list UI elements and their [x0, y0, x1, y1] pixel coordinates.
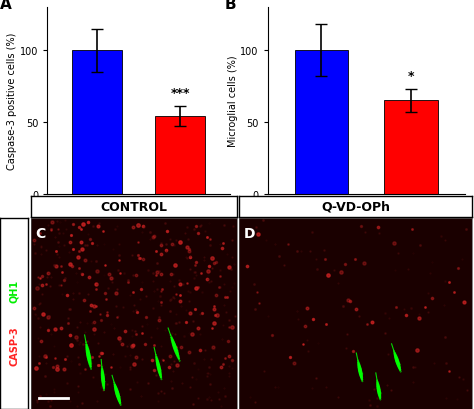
Ellipse shape	[156, 362, 159, 366]
Ellipse shape	[86, 346, 88, 349]
Ellipse shape	[86, 350, 89, 354]
Ellipse shape	[172, 341, 174, 344]
Ellipse shape	[115, 387, 117, 391]
Ellipse shape	[172, 339, 173, 342]
Ellipse shape	[173, 345, 176, 349]
Ellipse shape	[157, 366, 160, 370]
Ellipse shape	[118, 397, 120, 400]
Ellipse shape	[160, 376, 162, 378]
Ellipse shape	[358, 365, 360, 368]
Ellipse shape	[160, 374, 161, 376]
Ellipse shape	[87, 355, 91, 359]
Ellipse shape	[174, 347, 177, 351]
Ellipse shape	[101, 372, 103, 375]
Ellipse shape	[378, 393, 381, 396]
Ellipse shape	[156, 360, 158, 363]
Ellipse shape	[359, 370, 362, 374]
Ellipse shape	[359, 372, 362, 375]
Ellipse shape	[159, 371, 161, 374]
Ellipse shape	[177, 355, 179, 357]
Text: B: B	[225, 0, 236, 12]
Text: CONTROL: CONTROL	[100, 200, 167, 213]
Ellipse shape	[117, 395, 119, 399]
Text: Q-VD-OPh: Q-VD-OPh	[321, 200, 390, 213]
Ellipse shape	[358, 362, 359, 363]
Ellipse shape	[358, 366, 361, 370]
Text: D: D	[244, 227, 255, 240]
Ellipse shape	[119, 402, 120, 404]
Ellipse shape	[178, 358, 179, 359]
Ellipse shape	[377, 387, 380, 391]
Ellipse shape	[379, 395, 381, 397]
Ellipse shape	[116, 393, 119, 397]
Ellipse shape	[156, 358, 158, 361]
Ellipse shape	[102, 378, 104, 382]
Ellipse shape	[101, 370, 103, 373]
Ellipse shape	[114, 384, 115, 386]
Ellipse shape	[377, 384, 379, 387]
Ellipse shape	[156, 357, 157, 358]
Ellipse shape	[396, 359, 399, 362]
Ellipse shape	[377, 382, 378, 383]
Ellipse shape	[394, 353, 395, 354]
Ellipse shape	[86, 344, 87, 346]
Ellipse shape	[358, 363, 360, 366]
Ellipse shape	[380, 397, 381, 398]
Ellipse shape	[116, 391, 118, 395]
Ellipse shape	[359, 368, 361, 372]
Ellipse shape	[378, 391, 380, 394]
Ellipse shape	[101, 369, 102, 370]
Ellipse shape	[400, 369, 401, 371]
Ellipse shape	[115, 386, 116, 388]
Ellipse shape	[115, 389, 118, 393]
Bar	[155, 117, 205, 194]
Ellipse shape	[395, 357, 398, 360]
Text: A: A	[0, 0, 12, 12]
Text: *: *	[408, 70, 414, 83]
Text: /: /	[9, 309, 19, 319]
Bar	[384, 101, 438, 194]
Ellipse shape	[397, 362, 400, 366]
Ellipse shape	[87, 352, 90, 357]
Text: QH1: QH1	[9, 279, 19, 303]
Text: CASP-3: CASP-3	[9, 325, 19, 365]
Ellipse shape	[88, 357, 91, 362]
Bar	[295, 51, 348, 194]
Ellipse shape	[101, 374, 104, 378]
Ellipse shape	[361, 376, 363, 379]
Ellipse shape	[394, 354, 396, 356]
Ellipse shape	[171, 337, 172, 339]
Ellipse shape	[89, 363, 91, 366]
Ellipse shape	[103, 387, 104, 389]
Ellipse shape	[396, 361, 399, 364]
Text: C: C	[35, 227, 45, 240]
Ellipse shape	[377, 383, 379, 385]
Ellipse shape	[173, 343, 175, 346]
Text: ***: ***	[170, 87, 190, 100]
Ellipse shape	[377, 386, 380, 389]
Ellipse shape	[102, 380, 104, 384]
Ellipse shape	[176, 352, 178, 355]
Ellipse shape	[175, 350, 178, 353]
Ellipse shape	[361, 379, 363, 380]
Ellipse shape	[102, 382, 104, 385]
Ellipse shape	[86, 348, 89, 352]
Ellipse shape	[378, 389, 380, 393]
Ellipse shape	[101, 375, 104, 380]
Ellipse shape	[90, 366, 91, 367]
Y-axis label: Microglial cells (%): Microglial cells (%)	[228, 56, 237, 147]
Y-axis label: Caspase-3 positive cells (%): Caspase-3 positive cells (%)	[7, 33, 17, 170]
Bar	[72, 51, 122, 194]
Ellipse shape	[398, 365, 400, 367]
Ellipse shape	[157, 364, 160, 368]
Ellipse shape	[360, 374, 362, 377]
Ellipse shape	[118, 400, 120, 402]
Ellipse shape	[158, 369, 161, 372]
Ellipse shape	[395, 355, 397, 358]
Ellipse shape	[103, 384, 104, 387]
Ellipse shape	[399, 367, 400, 369]
Ellipse shape	[89, 360, 91, 364]
